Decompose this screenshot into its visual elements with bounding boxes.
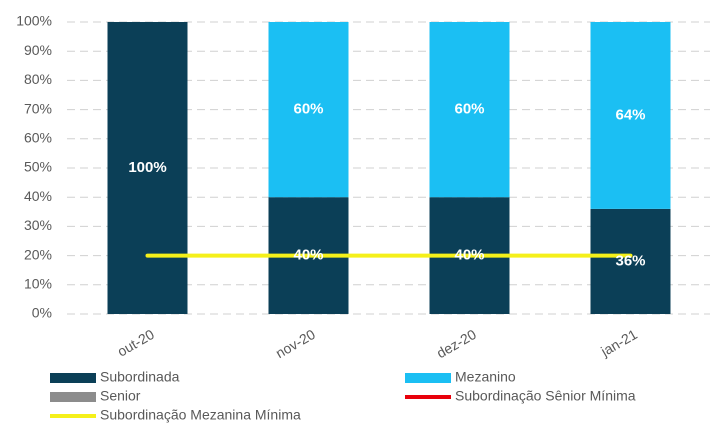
x-tick-label: out-20 (114, 326, 157, 360)
y-tick-label: 40% (24, 188, 52, 204)
legend-label: Mezanino (455, 369, 516, 385)
y-tick-label: 20% (24, 246, 52, 262)
legend-swatch (50, 373, 96, 383)
bar-segment (590, 22, 671, 209)
y-tick-label: 100% (16, 13, 52, 29)
y-tick-label: 30% (24, 217, 52, 233)
y-tick-label: 0% (32, 305, 52, 321)
x-tick-label: dez-20 (434, 326, 479, 361)
y-tick-label: 80% (24, 71, 52, 87)
y-tick-label: 10% (24, 276, 52, 292)
bar-segment (268, 22, 349, 198)
legend-label: Subordinação Mezanina Mínima (100, 407, 301, 423)
y-tick-label: 90% (24, 42, 52, 58)
y-tick-label: 50% (24, 159, 52, 175)
data-label: 40% (454, 247, 484, 264)
data-label: 60% (454, 101, 484, 118)
legend-label: Subordinação Sênior Mínima (455, 388, 636, 404)
bar-segment (590, 208, 671, 314)
x-tick-label: nov-20 (273, 326, 318, 361)
y-tick-label: 70% (24, 100, 52, 116)
data-label: 40% (293, 247, 323, 264)
data-label: 100% (128, 159, 166, 176)
bar-segment (107, 22, 188, 314)
x-tick-label: jan-21 (597, 326, 640, 360)
legend-swatch (50, 392, 96, 402)
legend-label: Senior (100, 388, 141, 404)
bar-segment (429, 22, 510, 198)
data-label: 64% (615, 106, 645, 123)
legend-swatch (405, 373, 451, 383)
y-tick-label: 60% (24, 130, 52, 146)
legend-label: Subordinada (100, 369, 180, 385)
data-label: 60% (293, 101, 323, 118)
data-label: 36% (615, 252, 645, 269)
